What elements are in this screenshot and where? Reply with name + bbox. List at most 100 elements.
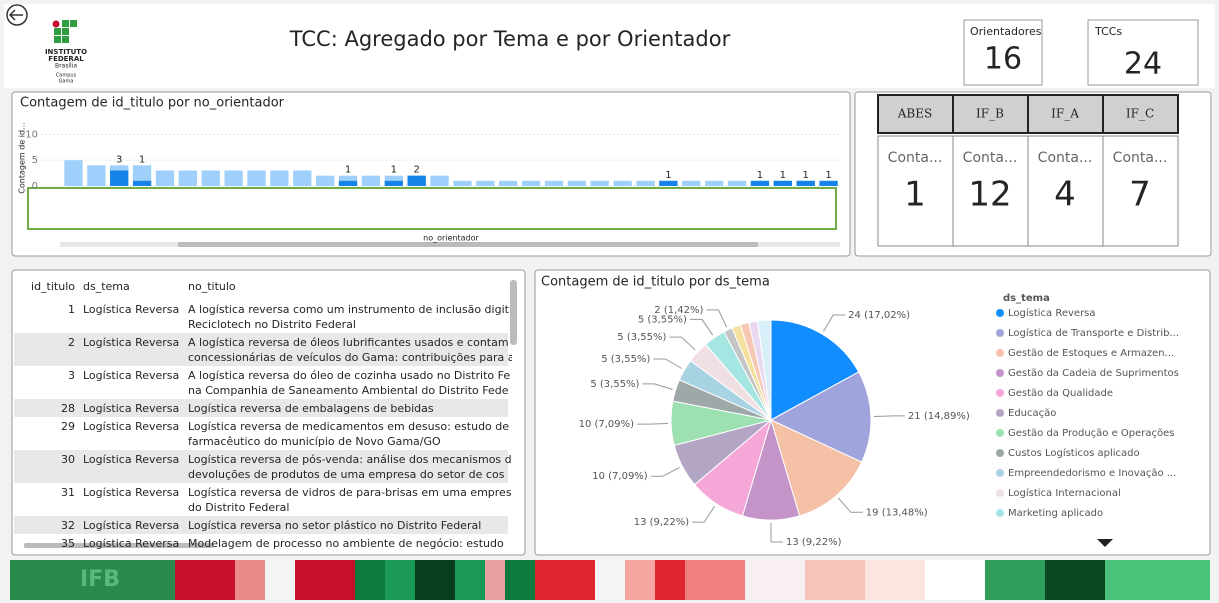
legend-more[interactable] bbox=[1097, 539, 1113, 547]
data-label: 5 (3,55%) bbox=[617, 332, 666, 343]
cell: 30 bbox=[61, 453, 75, 466]
cell: Logística Reversa bbox=[83, 402, 179, 415]
scrollbar-thumb[interactable] bbox=[178, 242, 758, 247]
logo-text: Campus bbox=[56, 73, 77, 79]
row-bg bbox=[14, 450, 508, 483]
bar bbox=[247, 170, 266, 186]
legend-label[interactable]: Gestão da Produção e Operações bbox=[1008, 428, 1175, 439]
cell: A logística reversa de óleos lubrificant… bbox=[188, 336, 509, 349]
card-value: 24 bbox=[1124, 47, 1162, 82]
cell: Logística Reversa bbox=[83, 537, 179, 550]
legend-marker bbox=[996, 509, 1004, 517]
logo-text: Brasília bbox=[55, 63, 77, 70]
cell: 28 bbox=[61, 402, 75, 415]
group-tab[interactable] bbox=[877, 94, 954, 134]
pie-slice bbox=[770, 419, 863, 517]
row-bg bbox=[14, 333, 508, 366]
legend-label[interactable]: Gestão de Estoques e Armazen... bbox=[1008, 348, 1174, 359]
bar bbox=[430, 175, 449, 186]
card bbox=[963, 19, 1043, 86]
group-card-value: 4 bbox=[1054, 175, 1076, 215]
bar bbox=[659, 180, 678, 186]
bar bbox=[270, 170, 289, 186]
svg-text:IFB: IFB bbox=[80, 567, 120, 592]
bar bbox=[819, 180, 838, 186]
y-tick-label: 10 bbox=[25, 129, 38, 140]
cell: 29 bbox=[61, 420, 75, 433]
group-tab-label: IF_C bbox=[1126, 107, 1154, 121]
table-hscrollbar[interactable] bbox=[24, 543, 214, 548]
legend-label[interactable]: Marketing aplicado bbox=[1008, 508, 1103, 519]
cell: na Companhia de Saneamento Ambiental do … bbox=[188, 384, 509, 397]
column-header: id_titulo bbox=[31, 280, 75, 293]
legend-label[interactable]: Custos Logísticos aplicado bbox=[1008, 447, 1140, 459]
pie-slice bbox=[757, 319, 772, 421]
data-label: 2 bbox=[413, 165, 419, 176]
leader-line bbox=[692, 505, 716, 523]
bar bbox=[544, 180, 564, 186]
cell: Logística reversa de vidros de para-bris… bbox=[188, 486, 512, 499]
bar bbox=[567, 180, 587, 186]
back-button[interactable] bbox=[6, 4, 28, 26]
logo-text: FEDERAL bbox=[48, 55, 84, 63]
legend-label[interactable]: Logística Internacional bbox=[1008, 487, 1121, 499]
data-label: 10 (7,09%) bbox=[579, 419, 635, 430]
cell: Modelagem de processo no ambiente de neg… bbox=[188, 537, 504, 550]
table: id_titulo ds_tema no_titulo 1 Logística Reve… bbox=[14, 280, 514, 550]
group-tab[interactable] bbox=[1102, 94, 1179, 134]
cell: farmacêutico do município de Novo Gama/G… bbox=[188, 435, 441, 448]
data-label: 13 (9,22%) bbox=[634, 517, 690, 528]
leader-line bbox=[823, 314, 846, 332]
cell: Logística Reversa bbox=[83, 303, 179, 316]
legend-label[interactable]: Logística de Transporte e Distrib... bbox=[1008, 327, 1179, 339]
legend-marker bbox=[996, 489, 1004, 497]
data-label: 5 (3,55%) bbox=[638, 314, 687, 325]
group-card-label: Conta... bbox=[1113, 150, 1168, 166]
table-scrollbar[interactable] bbox=[510, 280, 517, 345]
data-label: 24 (17,02%) bbox=[848, 310, 910, 321]
data-label: 1 bbox=[391, 165, 397, 176]
bar bbox=[315, 175, 335, 186]
card-value: 16 bbox=[984, 42, 1022, 77]
legend-marker bbox=[996, 389, 1004, 397]
leader-line bbox=[637, 422, 669, 425]
leader-line bbox=[650, 467, 680, 477]
legend-label[interactable]: Gestão da Qualidade bbox=[1008, 388, 1113, 399]
bar bbox=[590, 180, 609, 186]
cell: concessionárias de veículos do Gama: con… bbox=[188, 351, 514, 364]
bar bbox=[476, 180, 495, 186]
bar bbox=[87, 165, 106, 186]
legend-label[interactable]: Logística Reversa bbox=[1008, 307, 1096, 319]
legend-marker bbox=[996, 369, 1004, 377]
group-card bbox=[1102, 135, 1179, 247]
cell: Logística reversa de pós-venda: análise … bbox=[188, 453, 512, 466]
bar bbox=[132, 180, 152, 186]
bar bbox=[636, 180, 655, 186]
cell: 3 bbox=[68, 369, 75, 382]
cell: 2 bbox=[68, 336, 75, 349]
bar bbox=[384, 180, 403, 186]
legend-label[interactable]: Gestão da Cadeia de Suprimentos bbox=[1008, 368, 1179, 379]
cell: Logística reversa de medicamentos em des… bbox=[188, 420, 509, 433]
data-label: 21 (14,89%) bbox=[908, 411, 970, 422]
data-label: 1 bbox=[825, 170, 831, 181]
card bbox=[1087, 19, 1199, 86]
data-label: 19 (13,48%) bbox=[866, 507, 928, 518]
legend-label[interactable]: Educação bbox=[1008, 408, 1056, 419]
data-label: 3 bbox=[116, 154, 122, 165]
group-tab[interactable] bbox=[1027, 94, 1104, 134]
cell: Reciclotech no Distrito Federal bbox=[188, 318, 356, 331]
chart-title: Contagem de id_titulo por no_orientador bbox=[20, 96, 285, 111]
bar bbox=[64, 160, 83, 186]
group-tab[interactable] bbox=[952, 94, 1029, 134]
bar bbox=[201, 170, 220, 186]
bar bbox=[178, 170, 198, 186]
bar bbox=[613, 180, 632, 186]
logo-mark bbox=[52, 20, 77, 43]
legend-label[interactable]: Empreendedorismo e Inovação ... bbox=[1008, 468, 1176, 479]
legend-marker bbox=[996, 469, 1004, 477]
group-card-value: 1 bbox=[904, 175, 926, 215]
data-label: 1 bbox=[757, 170, 763, 181]
row-bg bbox=[14, 399, 508, 417]
